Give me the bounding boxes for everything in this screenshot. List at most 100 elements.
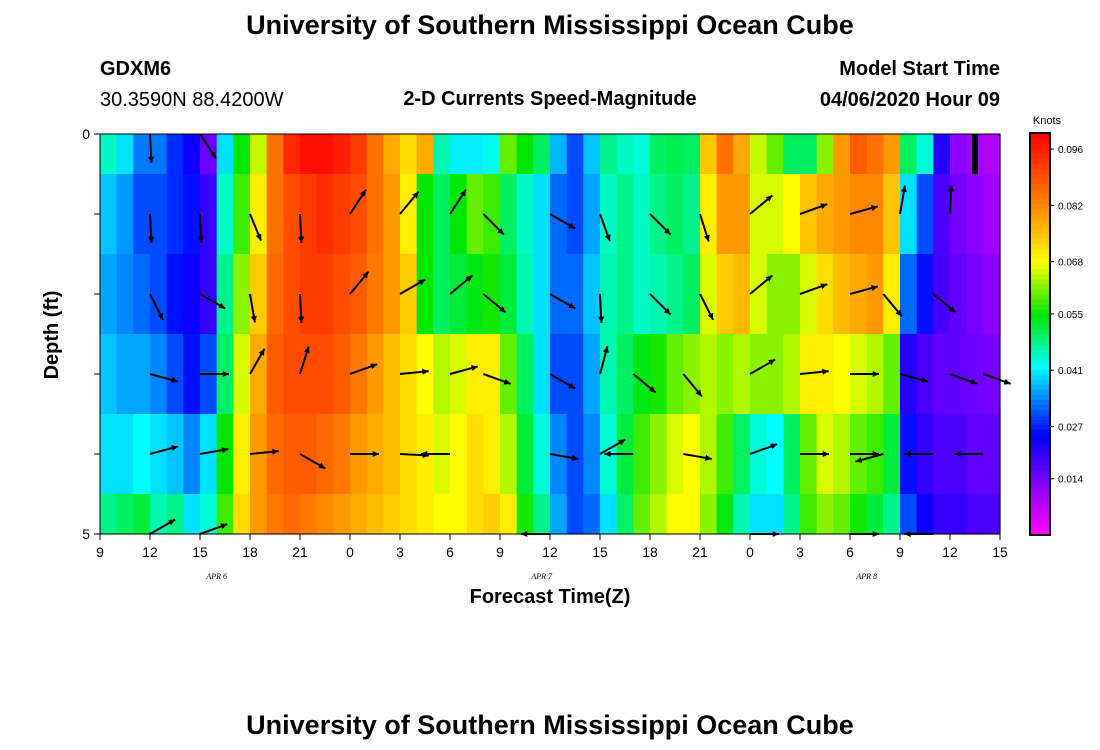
heatmap-cell bbox=[116, 414, 134, 495]
arrow-head bbox=[768, 359, 776, 366]
heatmap-cell bbox=[316, 414, 334, 495]
heatmap-cell bbox=[883, 494, 901, 535]
colorbar-segment bbox=[1030, 389, 1050, 395]
colorbar-segment bbox=[1030, 509, 1050, 516]
colorbar-segment bbox=[1030, 334, 1050, 340]
heatmap-cell bbox=[250, 494, 268, 535]
heatmap-cell bbox=[950, 134, 968, 175]
heatmap-cell bbox=[933, 174, 951, 255]
heatmap-cell bbox=[283, 414, 301, 495]
colorbar-segment bbox=[1030, 238, 1050, 245]
heatmap-cell bbox=[950, 494, 968, 535]
heatmap-cell bbox=[200, 494, 218, 535]
colorbar-segment bbox=[1030, 308, 1050, 315]
heatmap-cell bbox=[200, 134, 218, 175]
colorbar-segment bbox=[1030, 323, 1050, 330]
current-vector-arrow bbox=[199, 133, 217, 159]
heatmap-cell bbox=[783, 414, 801, 495]
heatmap-cell bbox=[183, 254, 201, 335]
heatmap-cell bbox=[666, 334, 684, 415]
model-start-label: Model Start Time bbox=[839, 58, 1000, 80]
heatmap-cell bbox=[200, 414, 218, 495]
heatmap-cell bbox=[566, 254, 584, 335]
current-vector-arrow bbox=[200, 370, 229, 378]
heatmap-cell bbox=[700, 334, 718, 415]
current-vector-arrow bbox=[749, 274, 773, 295]
heatmap-cell bbox=[816, 334, 834, 415]
heatmap-cell bbox=[233, 134, 251, 175]
heatmap-cell bbox=[316, 174, 334, 255]
arrow-head bbox=[497, 227, 504, 235]
arrow-head bbox=[604, 450, 611, 458]
current-vector-arrow bbox=[298, 213, 305, 244]
colorbar-segment bbox=[1030, 479, 1050, 486]
colorbar-segment bbox=[1030, 268, 1050, 275]
current-vector-arrow bbox=[449, 274, 473, 295]
current-vector-arrow bbox=[799, 368, 829, 375]
model-start-value: 04/06/2020 Hour 09 bbox=[820, 89, 1000, 111]
x-tick-label: 12 bbox=[542, 544, 558, 560]
heatmap-cell bbox=[516, 334, 534, 415]
heatmap-cell bbox=[883, 334, 901, 415]
heatmap-cell bbox=[500, 174, 518, 255]
heatmap-cell bbox=[100, 254, 118, 335]
heatmap-cell bbox=[800, 494, 818, 535]
heatmap-cell bbox=[600, 334, 618, 415]
arrow-head bbox=[568, 222, 576, 229]
heatmap-cell bbox=[766, 334, 784, 415]
x-tick-label: 15 bbox=[992, 544, 1008, 560]
heatmap-cell bbox=[216, 174, 234, 255]
colorbar-segment bbox=[1030, 198, 1050, 204]
heatmap-cell bbox=[800, 134, 818, 175]
current-vector-arrow bbox=[149, 373, 179, 383]
x-tick-label: 21 bbox=[692, 544, 708, 560]
heatmap-cell bbox=[533, 494, 551, 535]
heatmap-cell bbox=[966, 334, 984, 415]
heatmap-cell bbox=[133, 414, 151, 495]
heatmap-cell bbox=[683, 254, 701, 335]
heatmap-cell bbox=[250, 174, 268, 255]
heatmap-cell bbox=[983, 174, 1001, 255]
heatmap-cell bbox=[550, 254, 568, 335]
heatmap-cell bbox=[833, 334, 851, 415]
heatmap-cell bbox=[533, 414, 551, 495]
heatmap-cell bbox=[516, 414, 534, 495]
heatmap-cell bbox=[216, 414, 234, 495]
current-vector-arrow bbox=[904, 450, 934, 458]
colorbar-segment bbox=[1030, 514, 1050, 521]
heatmap-cell bbox=[950, 334, 968, 415]
current-vector-arrow bbox=[549, 373, 576, 390]
heatmap-cell bbox=[816, 174, 834, 255]
current-vectors bbox=[148, 133, 1011, 538]
heatmap-cell bbox=[566, 494, 584, 535]
y-tick-label: 0 bbox=[82, 126, 90, 142]
heatmap-cell bbox=[116, 334, 134, 415]
heatmap-cell bbox=[416, 494, 434, 535]
heatmap-cell bbox=[183, 134, 201, 175]
current-vector-arrow bbox=[850, 370, 879, 378]
heatmap-cell bbox=[600, 134, 618, 175]
colorbar-segment bbox=[1030, 248, 1050, 255]
heatmap-cell bbox=[483, 134, 501, 175]
heatmap-cell bbox=[633, 414, 651, 495]
current-vector-arrow bbox=[749, 194, 773, 215]
heatmap-cell bbox=[666, 494, 684, 535]
colorbar-segment bbox=[1030, 484, 1050, 491]
colorbar-segment bbox=[1030, 369, 1050, 375]
arrow-head bbox=[663, 227, 671, 235]
heatmap-cell bbox=[300, 254, 318, 335]
colorbar-segment bbox=[1030, 504, 1050, 511]
colorbar-segment bbox=[1030, 399, 1050, 405]
heatmap-cell bbox=[750, 494, 768, 535]
heatmap-cell bbox=[500, 254, 518, 335]
heatmap-cell bbox=[166, 174, 184, 255]
x-tick-label: 9 bbox=[496, 544, 504, 560]
current-vector-arrow bbox=[249, 293, 257, 323]
current-vector-arrow bbox=[849, 205, 879, 215]
heatmap-cell bbox=[133, 174, 151, 255]
heatmap-cell bbox=[683, 494, 701, 535]
heatmap-cell bbox=[233, 494, 251, 535]
heatmap-cell bbox=[500, 494, 518, 535]
colorbar-segment bbox=[1030, 344, 1050, 350]
colorbar-segment bbox=[1030, 183, 1050, 189]
